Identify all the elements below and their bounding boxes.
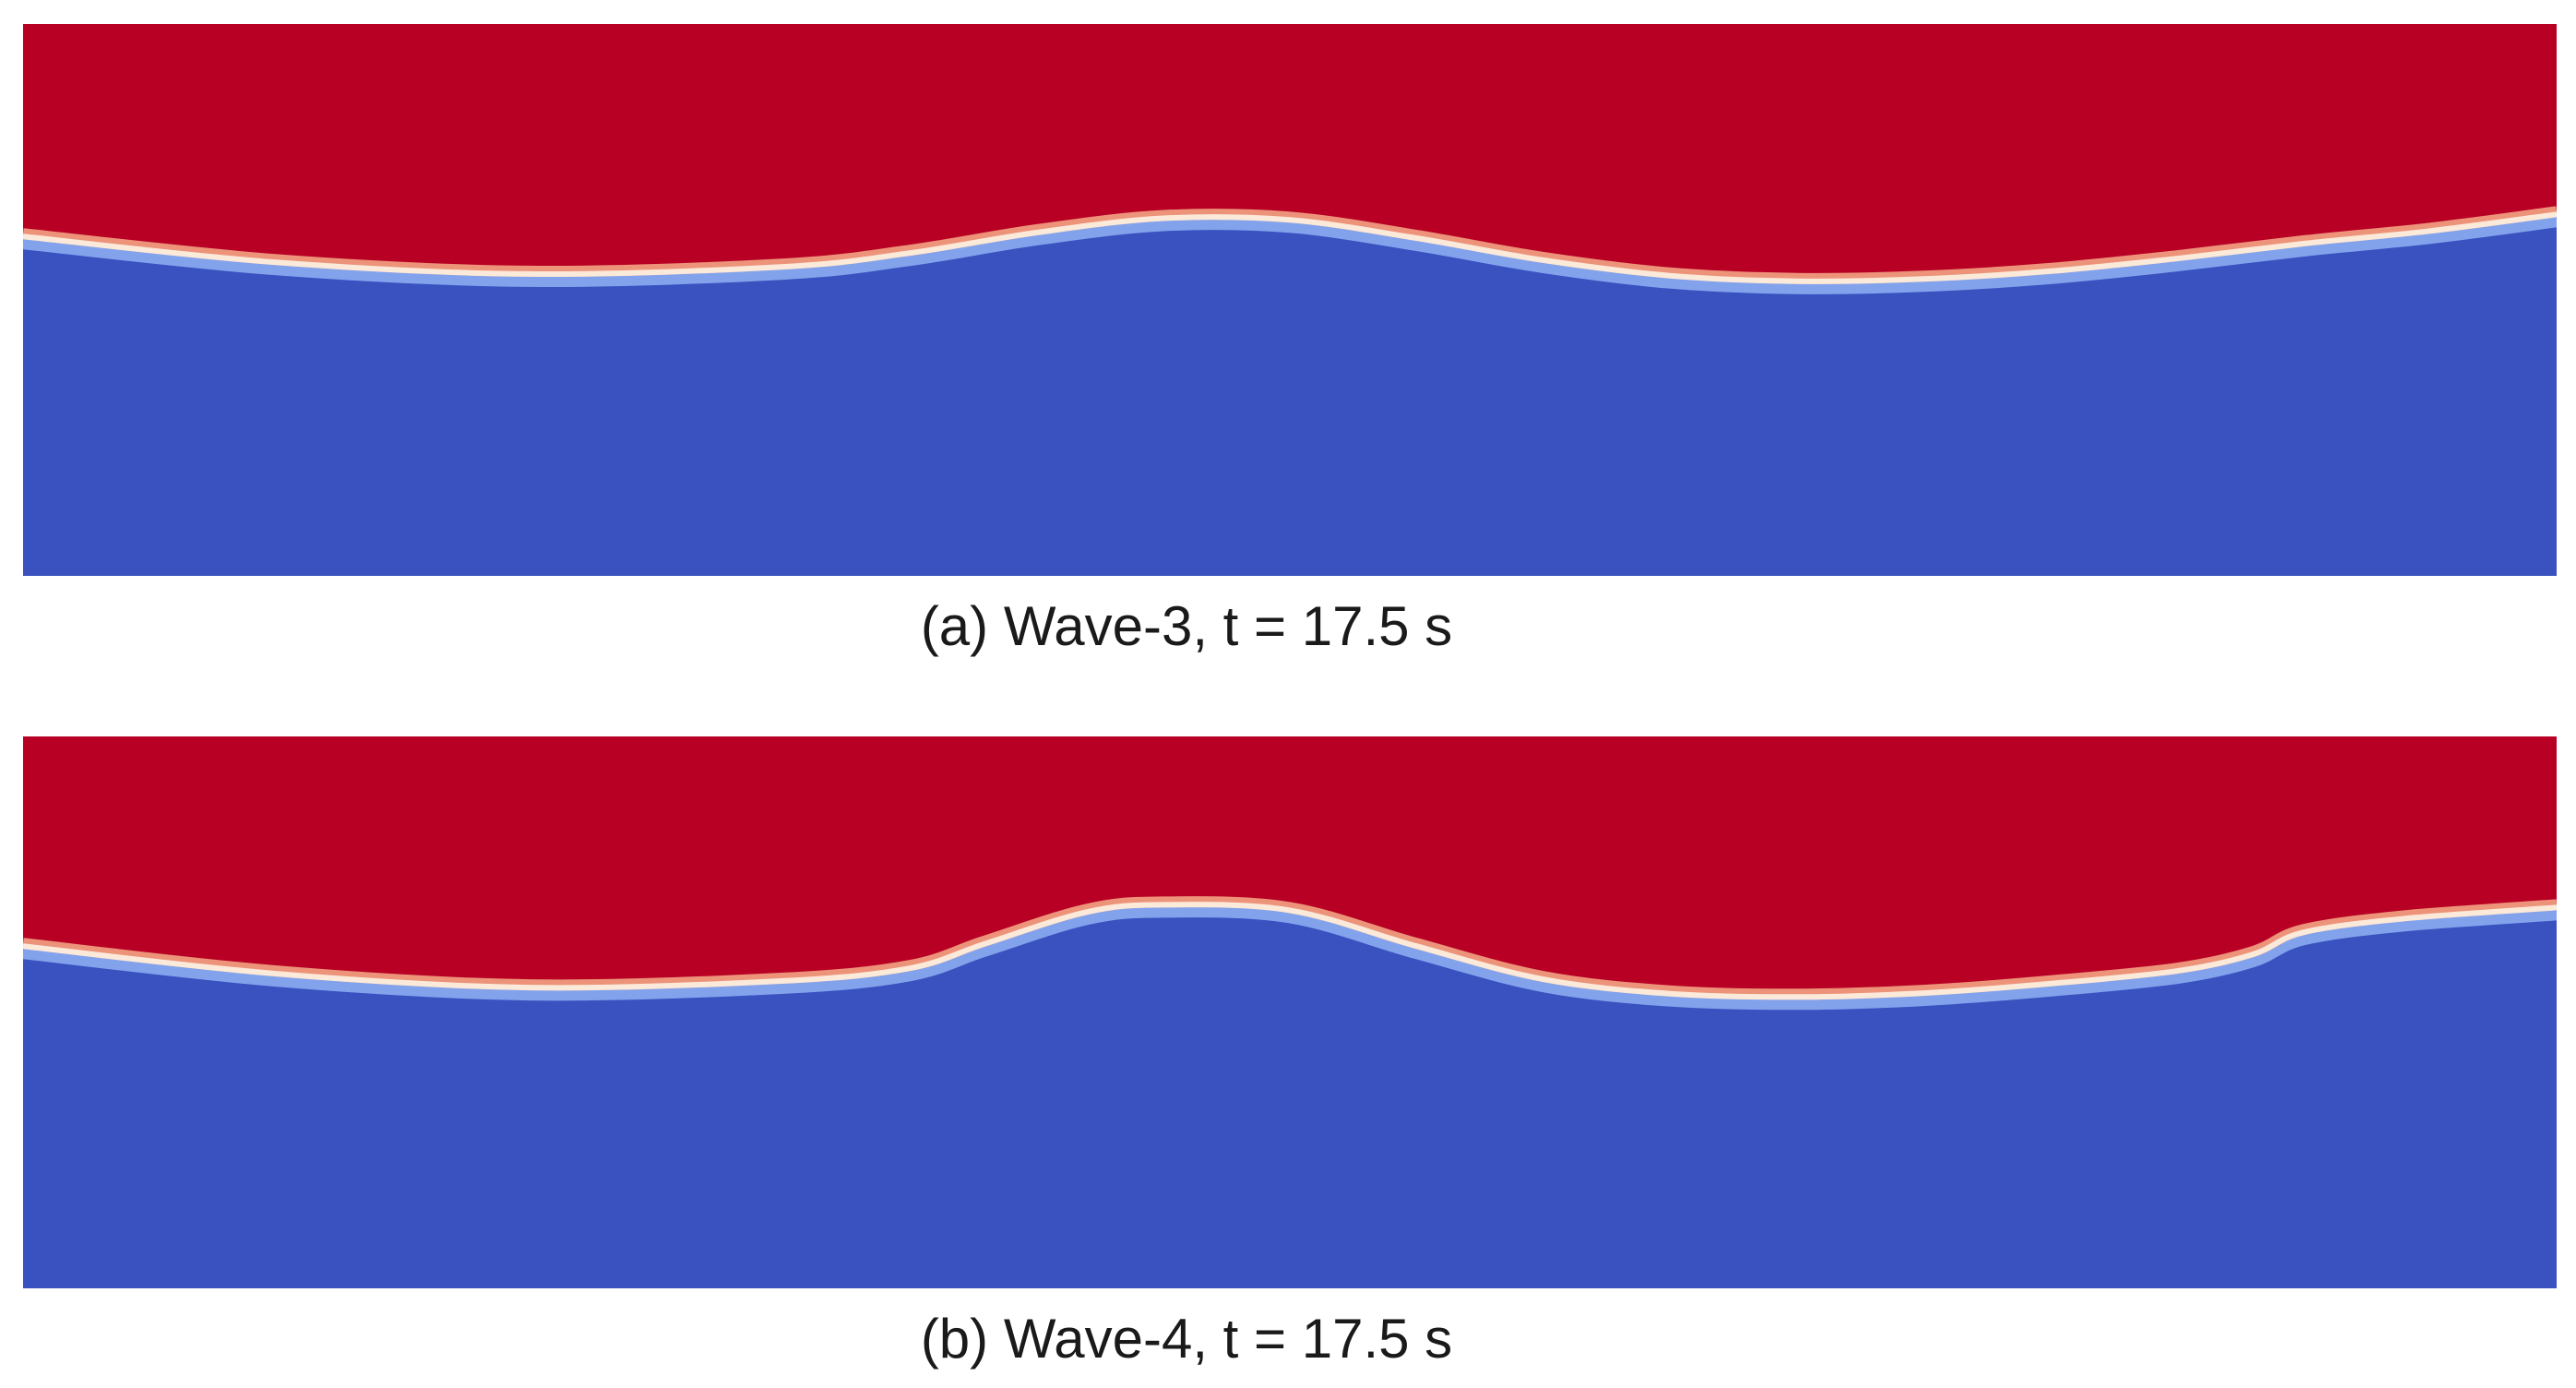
interface-glow [23, 212, 2557, 294]
wave-4-contour-plot [23, 736, 2557, 1288]
caption-panel-a: (a) Wave-3, t = 17.5 s [920, 595, 1453, 657]
interface-glow [23, 903, 2557, 1011]
caption-panel-b: (b) Wave-4, t = 17.5 s [920, 1308, 1453, 1370]
wave-3-contour-plot [23, 24, 2557, 576]
interface-line [23, 902, 2557, 1000]
interface-line [23, 211, 2557, 284]
upper-fluid-region [23, 736, 2557, 998]
upper-fluid-region [23, 24, 2557, 281]
